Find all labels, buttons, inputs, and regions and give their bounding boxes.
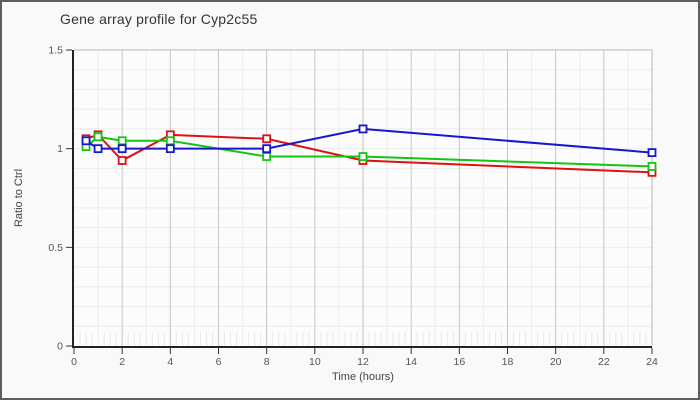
data-point-blue bbox=[647, 148, 657, 158]
data-point-blue bbox=[81, 136, 91, 146]
data-point-green bbox=[93, 132, 103, 142]
y-tick-label: 1 bbox=[57, 143, 63, 155]
x-tick-label: 6 bbox=[216, 356, 222, 368]
data-point-green bbox=[647, 162, 657, 171]
x-axis-label: Time (hours) bbox=[332, 371, 394, 383]
data-point-green bbox=[262, 152, 272, 161]
data-point-blue bbox=[93, 144, 103, 154]
x-tick-label: 16 bbox=[453, 356, 465, 368]
x-tick-label: 20 bbox=[550, 356, 562, 368]
data-point-green bbox=[358, 152, 368, 161]
x-tick-label: 10 bbox=[309, 356, 321, 368]
data-point-blue bbox=[262, 144, 272, 154]
data-point-red bbox=[117, 156, 127, 165]
chart-title: Gene array profile for Cyp2c55 bbox=[60, 11, 258, 27]
data-point-green bbox=[165, 136, 175, 146]
y-tick-label: 0.5 bbox=[48, 242, 63, 254]
data-point-red bbox=[262, 134, 272, 144]
data-point-blue bbox=[358, 124, 368, 134]
x-tick-label: 4 bbox=[167, 356, 173, 368]
x-tick-label: 18 bbox=[502, 356, 514, 368]
x-tick-label: 0 bbox=[71, 356, 77, 368]
x-tick-label: 2 bbox=[119, 356, 125, 368]
y-tick-label: 0 bbox=[57, 341, 63, 353]
x-tick-label: 14 bbox=[405, 356, 417, 368]
data-point-blue bbox=[117, 144, 127, 154]
data-point-green bbox=[117, 136, 127, 146]
x-tick-label: 12 bbox=[357, 356, 369, 368]
data-point-blue bbox=[165, 144, 175, 154]
x-tick-label: 8 bbox=[264, 356, 270, 368]
x-tick-label: 24 bbox=[646, 356, 658, 368]
y-tick-label: 1.5 bbox=[48, 45, 63, 57]
x-tick-label: 22 bbox=[598, 356, 610, 368]
